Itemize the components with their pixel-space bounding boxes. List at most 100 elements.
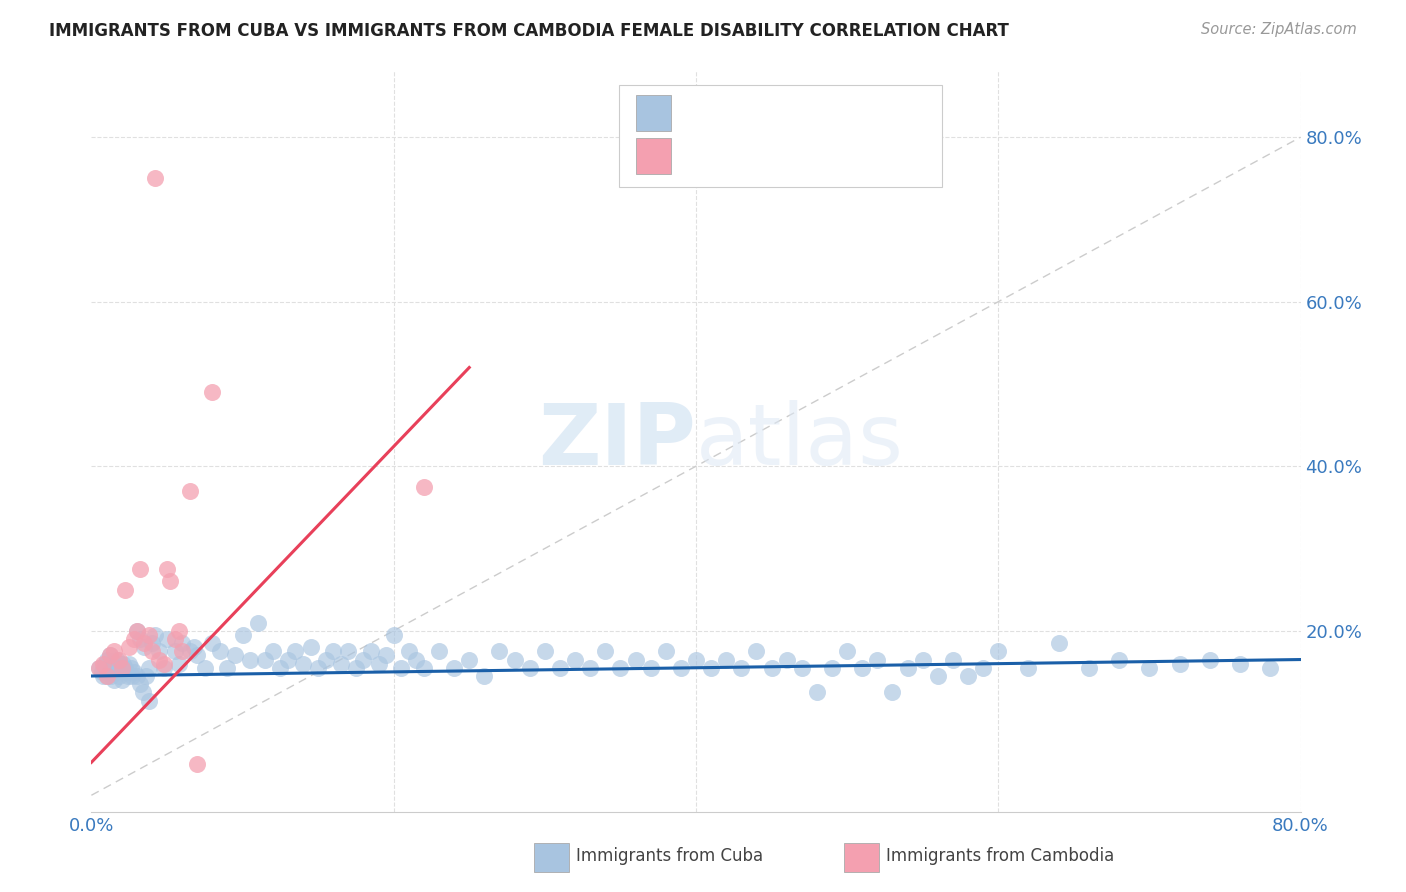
Point <box>135 669 157 683</box>
Point <box>87 661 110 675</box>
Point <box>217 661 239 675</box>
Point <box>533 644 555 658</box>
Point <box>761 661 783 675</box>
Point <box>344 661 367 675</box>
Text: R = 0.491   N =  27: R = 0.491 N = 27 <box>685 142 891 160</box>
Point <box>1139 661 1161 675</box>
Point <box>821 661 844 675</box>
Point <box>382 628 405 642</box>
Point <box>595 644 617 658</box>
Point <box>299 640 322 655</box>
Point <box>360 644 382 658</box>
Point <box>654 644 676 658</box>
Point <box>93 657 115 671</box>
Point <box>167 624 190 638</box>
Text: Immigrants from Cambodia: Immigrants from Cambodia <box>886 847 1114 865</box>
Point <box>128 677 150 691</box>
Point <box>246 615 269 630</box>
Point <box>117 669 139 683</box>
Point <box>107 669 129 683</box>
Point <box>118 657 141 671</box>
Point <box>488 644 510 658</box>
Point <box>153 661 176 675</box>
Point <box>156 562 179 576</box>
Point <box>98 665 121 679</box>
Point <box>776 652 799 666</box>
Point <box>224 648 246 663</box>
Point <box>103 657 125 671</box>
Point <box>111 661 132 675</box>
Point <box>866 652 889 666</box>
Point <box>911 652 934 666</box>
Point <box>125 669 148 683</box>
Point <box>1168 657 1191 671</box>
Point <box>1198 652 1220 666</box>
Point <box>122 632 145 646</box>
Point <box>1229 657 1251 671</box>
Point <box>640 661 662 675</box>
Point <box>277 652 299 666</box>
Point <box>503 652 526 666</box>
Point <box>148 644 170 658</box>
Point <box>194 661 217 675</box>
Point <box>103 644 125 658</box>
Point <box>942 652 965 666</box>
Point <box>105 652 128 666</box>
Point <box>96 669 118 683</box>
Point <box>745 644 768 658</box>
Point <box>107 661 129 675</box>
Point <box>519 661 541 675</box>
Point <box>307 661 329 675</box>
Point <box>972 661 994 675</box>
Point <box>138 694 160 708</box>
Point <box>93 669 115 683</box>
Point <box>897 661 920 675</box>
Point <box>548 661 571 675</box>
Point <box>122 665 145 679</box>
Text: Immigrants from Cuba: Immigrants from Cuba <box>576 847 763 865</box>
Point <box>118 640 141 655</box>
Point <box>128 632 150 646</box>
Point <box>111 661 132 675</box>
Point <box>700 661 723 675</box>
Point <box>172 636 194 650</box>
Point <box>806 685 828 699</box>
Point <box>108 657 131 671</box>
Point <box>413 661 436 675</box>
Point <box>1077 661 1099 675</box>
Point <box>103 673 125 687</box>
Point <box>1260 661 1282 675</box>
Point <box>153 657 176 671</box>
Point <box>685 652 707 666</box>
Point <box>882 685 904 699</box>
Point <box>927 669 949 683</box>
Point <box>96 669 118 683</box>
Point <box>94 657 117 671</box>
Point <box>201 385 224 400</box>
Point <box>1047 636 1070 650</box>
Point <box>375 648 398 663</box>
Point <box>413 480 436 494</box>
Point <box>337 644 360 658</box>
Point <box>322 644 344 658</box>
Point <box>91 665 114 679</box>
Point <box>458 652 481 666</box>
Point <box>172 644 194 658</box>
Point <box>143 171 166 186</box>
Point <box>427 644 450 658</box>
Text: R = 0.126   N = 124: R = 0.126 N = 124 <box>685 97 891 115</box>
Point <box>107 652 129 666</box>
Point <box>138 661 160 675</box>
Point <box>472 669 495 683</box>
Point <box>134 636 156 650</box>
Point <box>315 652 337 666</box>
Point <box>87 661 110 675</box>
Point <box>851 661 873 675</box>
Point <box>134 640 156 655</box>
Point <box>115 665 138 679</box>
Point <box>112 657 135 671</box>
Point <box>730 661 752 675</box>
Text: IMMIGRANTS FROM CUBA VS IMMIGRANTS FROM CAMBODIA FEMALE DISABILITY CORRELATION C: IMMIGRANTS FROM CUBA VS IMMIGRANTS FROM … <box>49 22 1010 40</box>
Point <box>367 657 389 671</box>
Point <box>186 648 208 663</box>
